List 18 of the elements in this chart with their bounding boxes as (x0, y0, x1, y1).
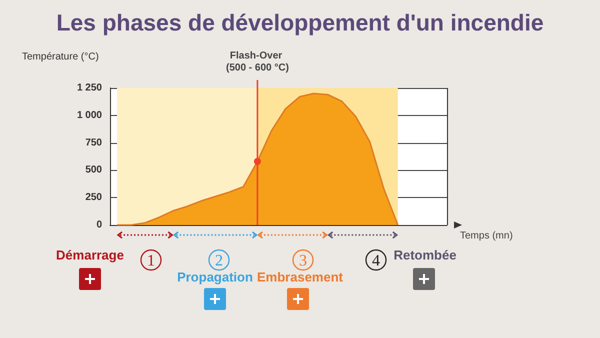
text: 1 (147, 252, 155, 270)
text: 2 (215, 252, 223, 270)
y-tick-label: 500 (85, 164, 102, 176)
y-tick-label: 0 (96, 220, 102, 230)
chart-title: Les phases de développement d'un incendie (56, 10, 544, 36)
text: Propagation (177, 270, 253, 284)
text: 3 (299, 252, 307, 270)
text: Embrasement (257, 270, 344, 284)
y-tick-label: 1 000 (76, 110, 102, 121)
y-tick-label: 250 (85, 192, 102, 204)
y-axis-title: Température (°C) (22, 52, 99, 62)
y-tick-label: 1 250 (76, 82, 102, 94)
text: Flash-Over (500 - 600 °C) (226, 50, 289, 74)
y-tick-label: 750 (85, 137, 102, 148)
text: Retombée (394, 248, 456, 262)
text: Démarrage (56, 248, 124, 262)
text: 4 (372, 252, 380, 270)
text: Temps (mn) (460, 230, 513, 242)
